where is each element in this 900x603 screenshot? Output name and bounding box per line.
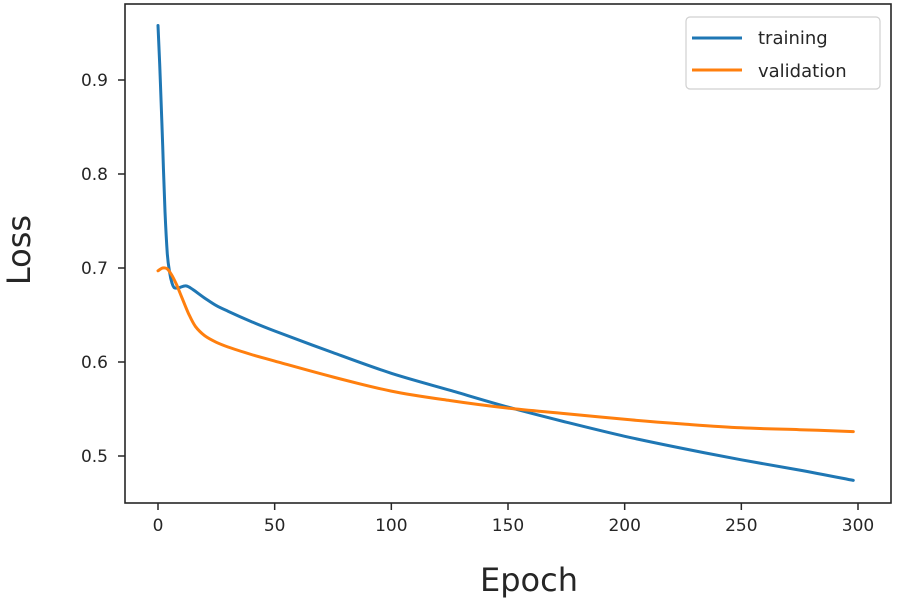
y-tick-label: 0.8 xyxy=(81,165,108,185)
y-axis-label: Loss xyxy=(0,215,38,285)
y-tick-label: 0.9 xyxy=(81,71,108,91)
x-tick-label: 250 xyxy=(725,516,757,536)
x-tick-label: 150 xyxy=(492,516,524,536)
y-tick-label: 0.5 xyxy=(81,447,108,467)
plot-lines xyxy=(156,24,855,482)
training-line xyxy=(156,24,855,482)
x-axis-label: Epoch xyxy=(480,561,578,599)
x-tick-label: 200 xyxy=(608,516,640,536)
x-tick-label: 100 xyxy=(375,516,407,536)
x-tick-label: 50 xyxy=(264,516,286,536)
x-tick-label: 0 xyxy=(153,516,164,536)
y-tick-label: 0.7 xyxy=(81,259,108,279)
validation-line xyxy=(156,266,855,434)
x-axis-ticks: 0 50 100 150 200 250 300 xyxy=(153,503,874,536)
x-tick-label: 300 xyxy=(842,516,874,536)
legend-training-label: training xyxy=(758,28,828,49)
y-axis-ticks: 0.5 0.6 0.7 0.8 0.9 xyxy=(81,71,125,467)
legend: training validation xyxy=(685,16,881,90)
legend-validation-label: validation xyxy=(758,61,847,82)
y-tick-label: 0.6 xyxy=(81,353,108,373)
